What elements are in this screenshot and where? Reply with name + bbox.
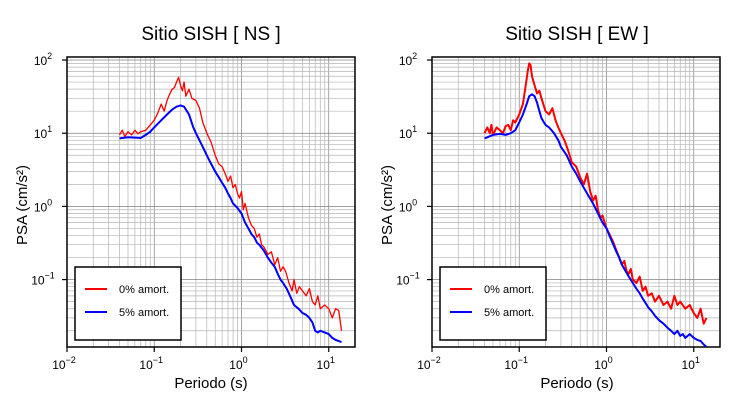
y-tick-label: 101 (34, 124, 52, 141)
y-tick-label: 101 (399, 124, 417, 141)
chart-panel-ns: Sitio SISH [ NS ] PSA (cm/s²) Periodo (s… (14, 24, 356, 392)
chart-title: Sitio SISH [ NS ] (141, 24, 280, 45)
chart-title: Sitio SISH [ EW ] (505, 24, 649, 45)
y-tick-label: 10−1 (396, 271, 420, 288)
x-tick-label: 100 (594, 355, 612, 372)
x-tick-label: 10−1 (139, 355, 163, 372)
x-tick-label: 10−2 (417, 355, 441, 372)
legend: 0% amort. 5% amort. (74, 266, 182, 341)
series-line-amort-0 (483, 62, 708, 325)
legend: 0% amort. 5% amort. (439, 266, 547, 341)
legend-label: 5% amort. (119, 307, 169, 319)
series-group (118, 76, 343, 344)
series-line-amort-5 (484, 93, 708, 347)
chart-panel-ew: Sitio SISH [ EW ] PSA (cm/s²) Periodo (s… (379, 24, 721, 392)
x-tick-label: 101 (317, 355, 335, 372)
x-axis-label: Periodo (s) (540, 375, 613, 392)
legend-box (74, 266, 182, 341)
y-tick-label: 100 (34, 197, 52, 214)
x-axis-label: Periodo (s) (174, 375, 247, 392)
x-tick-label: 101 (682, 355, 700, 372)
y-tick-label: 100 (399, 197, 417, 214)
x-tick-label: 10−1 (504, 355, 528, 372)
legend-label: 0% amort. (119, 284, 169, 296)
y-tick-label: 102 (399, 51, 417, 68)
legend-label: 5% amort. (484, 307, 534, 319)
legend-label: 0% amort. (484, 284, 534, 296)
x-tick-label: 10−2 (52, 355, 76, 372)
y-axis-label: PSA (cm/s²) (14, 165, 31, 245)
plot-frame (431, 56, 721, 348)
y-tick-label: 10−1 (31, 271, 55, 288)
series-line-amort-0 (118, 76, 343, 331)
y-axis-label: PSA (cm/s²) (379, 165, 396, 245)
legend-box (439, 266, 547, 341)
plot-area: 10−2 10−1 100 101 10−1 100 101 102 0% amort. 5% a… (31, 51, 356, 372)
grid (431, 57, 721, 347)
series-group (483, 62, 708, 347)
grid (66, 57, 356, 347)
y-tick-label: 102 (34, 51, 52, 68)
x-tick-label: 100 (229, 355, 247, 372)
plot-area: 10−2 10−1 100 101 10−1 100 101 102 0% amort. 5% a… (396, 51, 721, 372)
series-line-amort-5 (119, 104, 342, 344)
plot-frame (66, 56, 356, 348)
